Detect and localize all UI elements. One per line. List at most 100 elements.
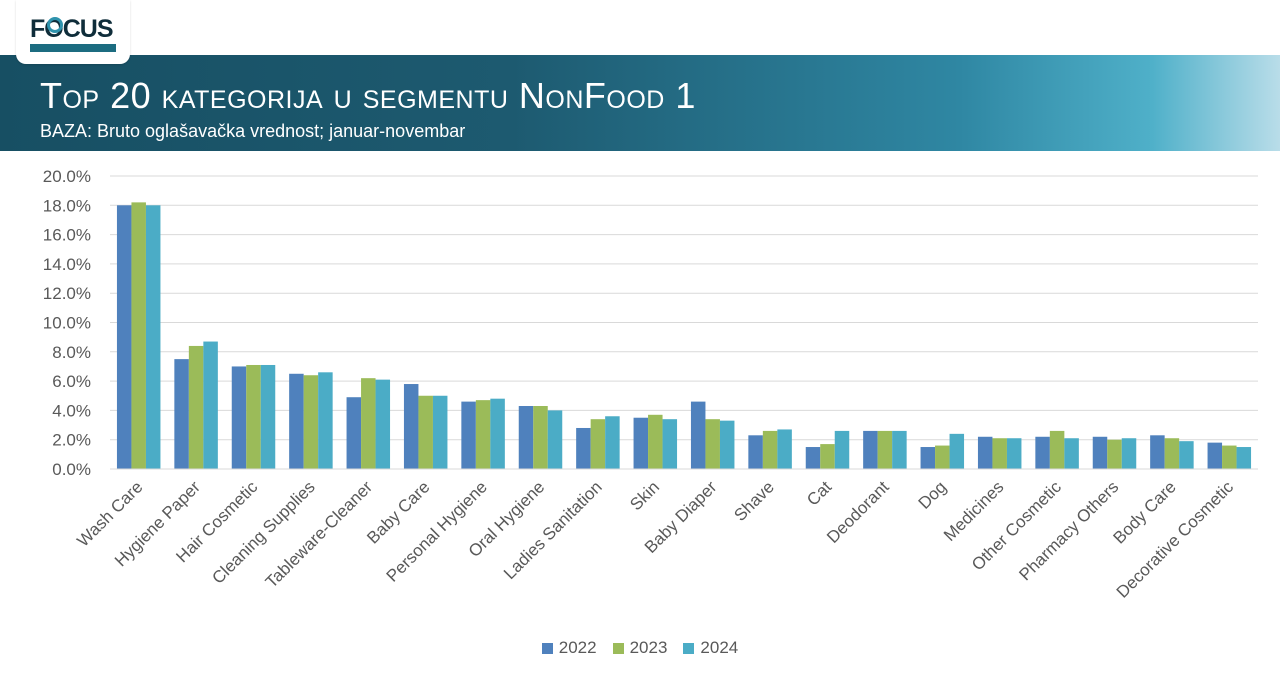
bar-2023 — [1049, 430, 1065, 469]
bar-2023 — [820, 444, 835, 469]
legend-item-2022: 2022 — [541, 638, 597, 658]
x-tick-label: Deodorant — [823, 477, 893, 547]
y-tick-label: 2.0% — [52, 431, 91, 450]
bar-2024 — [318, 372, 333, 469]
legend-item-2024: 2024 — [683, 638, 738, 658]
x-tick-label: Shave — [730, 477, 778, 525]
bar-2024 — [203, 341, 218, 469]
bar-2024 — [260, 364, 276, 469]
y-tick-label: 6.0% — [52, 372, 91, 391]
bar-2023 — [533, 406, 548, 469]
legend-label: 2024 — [700, 638, 739, 657]
bar-2023 — [188, 345, 204, 469]
logo-underline — [30, 44, 116, 52]
bar-2022 — [461, 401, 476, 469]
x-tick-label: Ladies Sanitation — [500, 477, 606, 583]
bar-2022 — [920, 447, 936, 469]
bar-2022 — [1150, 435, 1165, 469]
bar-2023 — [992, 438, 1007, 469]
bar-2022 — [174, 359, 189, 469]
bar-2023 — [705, 419, 720, 469]
x-tick-label: Skin — [626, 477, 663, 514]
bar-2023 — [590, 419, 606, 469]
legend-label: 2023 — [629, 638, 668, 657]
bar-2024 — [719, 420, 735, 469]
bar-2022 — [1207, 442, 1223, 469]
y-tick-label: 4.0% — [52, 401, 91, 420]
bar-2023 — [762, 430, 778, 469]
bar-2023 — [1222, 445, 1237, 469]
x-tick-label: Tableware-Cleaner — [262, 477, 377, 592]
chart-legend: 2022 2023 2024 — [0, 638, 1280, 658]
header-band — [0, 55, 1280, 151]
bar-2024 — [375, 379, 391, 469]
bar-2024 — [662, 419, 678, 469]
bar-2023 — [648, 414, 663, 469]
y-tick-label: 14.0% — [43, 255, 91, 274]
bar-2022 — [289, 373, 304, 469]
bar-2023 — [877, 430, 893, 469]
x-tick-label: Personal Hygiene — [383, 477, 491, 585]
bar-2022 — [346, 397, 362, 469]
bar-2024 — [605, 416, 620, 469]
page-subtitle: BAZA: Bruto oglašavačka vrednost; januar… — [40, 121, 466, 141]
bar-2022 — [863, 430, 878, 469]
bar-2022 — [403, 384, 419, 469]
bar-2024 — [777, 429, 792, 469]
magnifier-icon — [47, 17, 63, 33]
bar-2024 — [490, 398, 505, 469]
legend-swatch — [683, 642, 695, 654]
bar-2022 — [116, 205, 132, 470]
legend-swatch — [541, 642, 553, 654]
bar-2024 — [1006, 438, 1022, 469]
bar-2024 — [432, 395, 448, 469]
bar-2022 — [748, 435, 763, 469]
legend-swatch — [612, 642, 624, 654]
y-tick-label: 8.0% — [52, 343, 91, 362]
x-tick-label: Decorative Cosmetic — [1113, 477, 1238, 602]
bar-2024 — [547, 410, 563, 469]
y-tick-label: 0.0% — [52, 460, 91, 479]
bar-2024 — [892, 430, 907, 469]
bar-2023 — [131, 202, 146, 469]
bar-2023 — [1107, 439, 1122, 469]
bar-2024 — [949, 433, 965, 469]
bar-2023 — [1164, 438, 1180, 469]
y-tick-label: 10.0% — [43, 314, 91, 333]
bar-2022 — [1035, 436, 1050, 469]
x-tick-label: Pharmacy Others — [1015, 477, 1122, 584]
bar-2022 — [518, 406, 534, 469]
bar-2023 — [361, 378, 376, 469]
x-tick-label: Cat — [803, 477, 835, 509]
bar-2023 — [246, 364, 261, 469]
bar-2024 — [1179, 441, 1194, 469]
bar-2023 — [935, 445, 950, 469]
bar-2022 — [805, 447, 821, 469]
y-tick-label: 12.0% — [43, 284, 91, 303]
page-title: Top 20 kategorija u segmentu NonFood 1 — [40, 75, 696, 116]
logo-text: FOCUS — [30, 15, 113, 43]
bar-2022 — [633, 417, 649, 469]
bar-2024 — [145, 205, 161, 470]
x-tick-label: Cleaning Supplies — [208, 477, 318, 587]
x-tick-label: Dog — [915, 477, 950, 512]
bar-2022 — [1092, 436, 1108, 469]
bar-2022 — [977, 436, 993, 469]
focus-logo: FOCUS — [16, 0, 130, 64]
y-tick-label: 20.0% — [43, 167, 91, 186]
bar-2023 — [418, 395, 433, 469]
bar-2024 — [834, 430, 850, 469]
bar-2024 — [1121, 438, 1137, 469]
legend-item-2023: 2023 — [612, 638, 668, 658]
bar-2022 — [690, 401, 706, 469]
y-tick-label: 16.0% — [43, 226, 91, 245]
bar-2024 — [1236, 447, 1252, 469]
legend-label: 2022 — [558, 638, 597, 657]
bar-2023 — [303, 375, 319, 469]
bar-2022 — [231, 366, 247, 469]
bar-chart: 0.0% 2.0% 4.0% 6.0% 8.0% 10.0% 12.0% 14.0% 16.0%… — [43, 167, 1258, 602]
bar-2024 — [1064, 438, 1079, 469]
bar-2022 — [576, 427, 591, 469]
y-tick-label: 18.0% — [43, 196, 91, 215]
bar-2023 — [475, 400, 491, 469]
